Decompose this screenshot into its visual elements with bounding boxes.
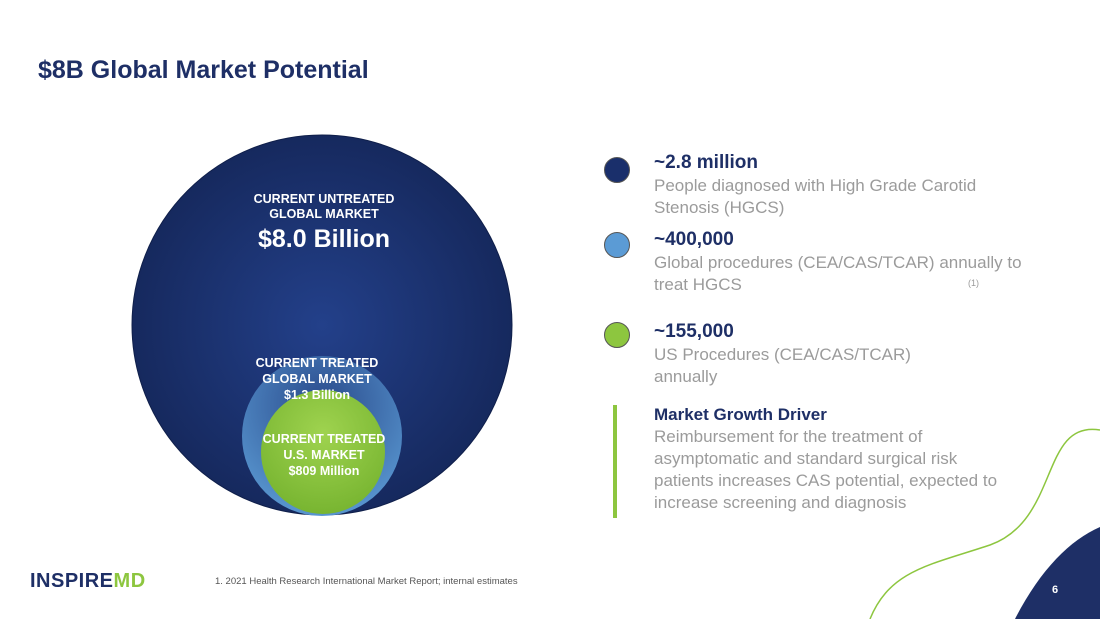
treated-us-text: CURRENT TREATED U.S. MARKET $809 Million bbox=[256, 431, 392, 479]
treated-us-value: $809 Million bbox=[288, 464, 360, 478]
stat-global-procedures: ~400,000 Global procedures (CEA/CAS/TCAR… bbox=[654, 228, 1054, 296]
untreated-global-value: $8.0 Billion bbox=[258, 225, 390, 253]
treated-us-circle bbox=[261, 390, 385, 514]
footnote: 1. 2021 Health Research International Ma… bbox=[215, 576, 518, 587]
blue-bullet-icon bbox=[604, 232, 630, 258]
footnote-marker: (1) bbox=[968, 278, 979, 288]
treated-global-label: CURRENT TREATED GLOBAL MARKET bbox=[255, 356, 379, 386]
logo-text-primary: INSPIRE bbox=[30, 570, 114, 592]
stat-global-procedures-value: ~400,000 bbox=[654, 229, 734, 250]
green-bullet-icon bbox=[604, 322, 630, 348]
growth-driver-title: Market Growth Driver bbox=[654, 405, 827, 424]
page-title: $8B Global Market Potential bbox=[38, 56, 369, 84]
stat-diagnosed-description: People diagnosed with High Grade Carotid… bbox=[654, 176, 977, 217]
logo-text-accent: MD bbox=[113, 570, 146, 592]
inspiremd-logo: INSPIREMD bbox=[30, 570, 146, 593]
growth-driver-description: Reimbursement for the treatment of asymp… bbox=[654, 427, 998, 512]
stat-diagnosed: ~2.8 million People diagnosed with High … bbox=[654, 151, 1054, 219]
navy-bullet-icon bbox=[604, 157, 630, 183]
treated-us-label: CURRENT TREATED U.S. MARKET bbox=[262, 432, 386, 462]
stat-us-procedures-value: ~155,000 bbox=[654, 321, 734, 342]
growth-driver: Market Growth Driver Reimbursement for t… bbox=[654, 404, 1054, 514]
untreated-global-label: CURRENT UNTREATED GLOBAL MARKET bbox=[253, 192, 395, 221]
growth-driver-bar bbox=[613, 405, 617, 518]
stat-us-procedures-description: US Procedures (CEA/CAS/TCAR) annually bbox=[654, 345, 911, 386]
treated-global-value: $1.3 Billion bbox=[284, 388, 350, 402]
stat-diagnosed-value: ~2.8 million bbox=[654, 152, 759, 173]
treated-global-text: CURRENT TREATED GLOBAL MARKET $1.3 Billi… bbox=[232, 355, 402, 403]
stat-us-procedures: ~155,000 US Procedures (CEA/CAS/TCAR) an… bbox=[654, 320, 1054, 388]
page-number: 6 bbox=[1052, 584, 1059, 596]
stat-global-procedures-description: Global procedures (CEA/CAS/TCAR) annuall… bbox=[654, 253, 1022, 294]
